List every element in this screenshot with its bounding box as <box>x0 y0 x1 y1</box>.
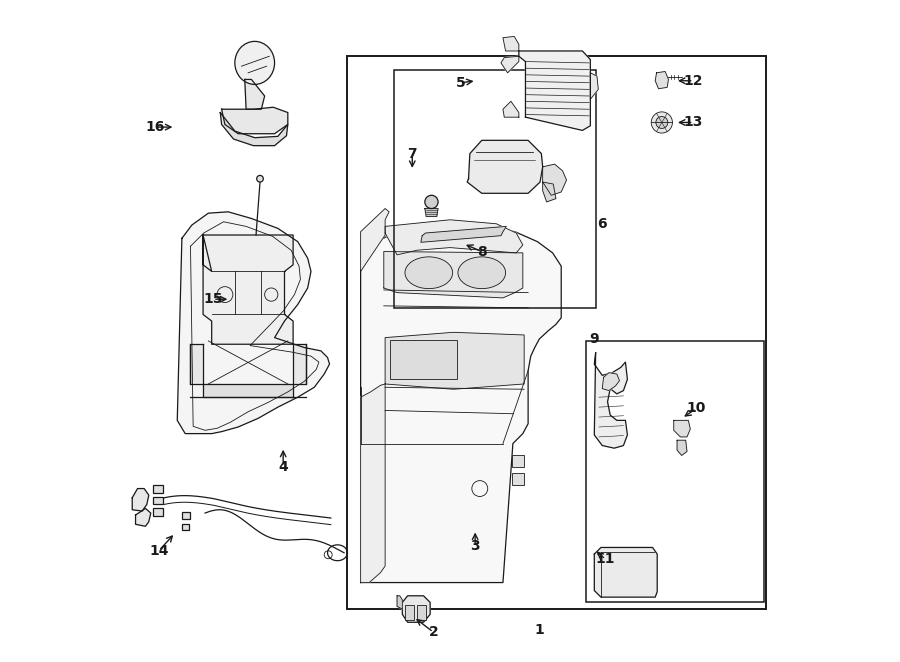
Ellipse shape <box>458 257 506 289</box>
Polygon shape <box>385 220 523 255</box>
Bar <box>347 56 767 609</box>
Polygon shape <box>221 107 288 134</box>
Polygon shape <box>203 384 293 397</box>
Polygon shape <box>385 332 524 389</box>
Polygon shape <box>361 225 562 583</box>
Ellipse shape <box>656 117 668 128</box>
Bar <box>153 508 164 516</box>
Polygon shape <box>293 344 306 384</box>
Polygon shape <box>602 373 619 391</box>
Polygon shape <box>245 79 265 109</box>
Polygon shape <box>590 73 598 99</box>
Ellipse shape <box>405 257 453 289</box>
Bar <box>512 455 524 467</box>
Text: 2: 2 <box>428 625 438 639</box>
Bar <box>405 605 414 620</box>
Polygon shape <box>177 212 329 434</box>
Polygon shape <box>361 384 385 583</box>
Bar <box>182 524 188 530</box>
Ellipse shape <box>235 41 274 84</box>
Bar <box>586 341 764 602</box>
Text: 1: 1 <box>535 623 544 638</box>
Polygon shape <box>501 56 518 73</box>
Polygon shape <box>220 113 288 146</box>
Text: 14: 14 <box>149 544 168 558</box>
Polygon shape <box>518 51 590 130</box>
Polygon shape <box>402 596 430 622</box>
Ellipse shape <box>652 112 672 133</box>
Text: 10: 10 <box>687 401 706 416</box>
Text: 5: 5 <box>455 75 465 90</box>
Polygon shape <box>425 209 438 216</box>
Polygon shape <box>383 252 523 298</box>
Ellipse shape <box>256 175 264 182</box>
Bar <box>182 512 190 519</box>
Text: 11: 11 <box>596 552 616 567</box>
Polygon shape <box>677 440 687 455</box>
Text: 15: 15 <box>203 292 223 307</box>
Text: 3: 3 <box>471 539 480 553</box>
Polygon shape <box>190 344 203 384</box>
Text: 9: 9 <box>589 332 598 346</box>
Bar <box>393 70 596 308</box>
Text: 4: 4 <box>278 459 288 474</box>
Bar <box>512 473 524 485</box>
Polygon shape <box>543 164 566 195</box>
Bar <box>153 485 164 493</box>
Text: 6: 6 <box>598 216 608 231</box>
Text: 13: 13 <box>684 115 703 130</box>
Ellipse shape <box>425 195 438 209</box>
Polygon shape <box>655 71 669 89</box>
Polygon shape <box>361 209 389 271</box>
Polygon shape <box>203 235 293 344</box>
Polygon shape <box>594 353 627 448</box>
Polygon shape <box>674 420 690 437</box>
Bar <box>153 496 164 504</box>
Polygon shape <box>503 101 518 117</box>
Polygon shape <box>543 182 556 202</box>
Text: 8: 8 <box>477 244 487 259</box>
Text: 7: 7 <box>408 146 417 161</box>
Polygon shape <box>397 596 402 609</box>
Polygon shape <box>594 547 657 597</box>
Polygon shape <box>467 140 543 193</box>
Polygon shape <box>136 508 151 526</box>
Bar <box>417 605 427 620</box>
Text: 16: 16 <box>146 120 165 134</box>
Polygon shape <box>132 489 148 511</box>
Polygon shape <box>421 226 507 242</box>
Text: 12: 12 <box>684 73 704 88</box>
Polygon shape <box>503 36 518 51</box>
Bar <box>391 340 456 379</box>
